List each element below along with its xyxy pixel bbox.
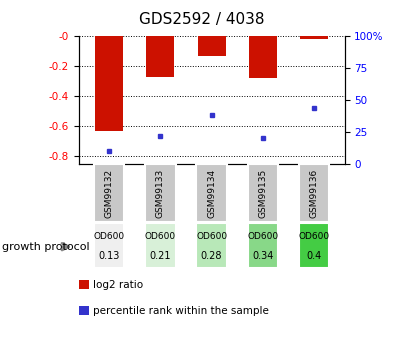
Bar — [299, 224, 329, 268]
Bar — [249, 36, 277, 78]
Bar — [197, 224, 226, 268]
Text: OD600: OD600 — [298, 232, 329, 241]
Text: growth protocol: growth protocol — [2, 242, 89, 252]
Bar — [299, 165, 329, 222]
Text: 0.4: 0.4 — [306, 251, 322, 261]
Text: OD600: OD600 — [145, 232, 176, 241]
Bar — [145, 224, 176, 268]
Bar — [300, 36, 328, 39]
Text: GDS2592 / 4038: GDS2592 / 4038 — [139, 12, 264, 27]
Bar — [146, 36, 174, 77]
Text: log2 ratio: log2 ratio — [93, 280, 143, 289]
Bar — [94, 224, 125, 268]
Text: percentile rank within the sample: percentile rank within the sample — [93, 306, 268, 315]
Bar — [247, 165, 278, 222]
Bar — [95, 36, 123, 131]
Text: OD600: OD600 — [196, 232, 227, 241]
Text: 0.21: 0.21 — [150, 251, 171, 261]
Text: GSM99132: GSM99132 — [105, 169, 114, 218]
Bar — [197, 165, 226, 222]
Text: GSM99135: GSM99135 — [258, 169, 267, 218]
Bar — [247, 224, 278, 268]
Bar — [79, 280, 89, 289]
Text: OD600: OD600 — [247, 232, 278, 241]
Text: 0.28: 0.28 — [201, 251, 222, 261]
Text: GSM99134: GSM99134 — [207, 169, 216, 218]
Text: 0.34: 0.34 — [252, 251, 273, 261]
Text: GSM99136: GSM99136 — [310, 169, 318, 218]
Bar — [197, 36, 226, 56]
Text: OD600: OD600 — [94, 232, 125, 241]
Text: GSM99133: GSM99133 — [156, 169, 165, 218]
Text: 0.13: 0.13 — [99, 251, 120, 261]
Bar — [145, 165, 176, 222]
Bar — [79, 306, 89, 315]
Bar — [94, 165, 125, 222]
